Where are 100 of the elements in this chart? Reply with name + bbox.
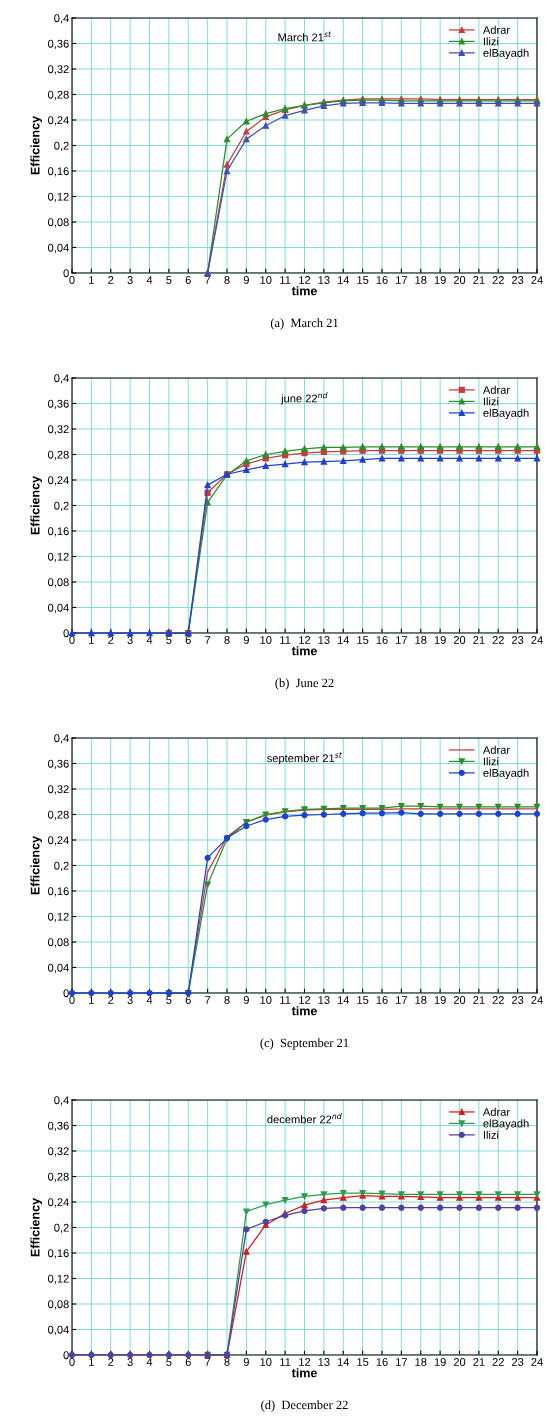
x-tick-label: 12	[299, 636, 311, 644]
y-tick-label: 0,24	[48, 836, 69, 846]
x-axis-title: time	[291, 1368, 317, 1378]
x-tick-label: 17	[396, 1358, 407, 1366]
x-tick-label: 7	[205, 1358, 211, 1366]
x-tick-label: 1	[89, 276, 94, 284]
y-tick-label: 0,12	[48, 552, 69, 562]
text: March 21$^{st}$	[278, 31, 332, 42]
y-tick-label: 0,2	[54, 1223, 69, 1233]
x-tick-label: 5	[166, 1358, 172, 1366]
x-tick-label: 6	[185, 996, 191, 1004]
x-tick-label: 20	[453, 1358, 466, 1366]
x-tick-label: 7	[205, 996, 211, 1004]
x-tick-label: 6	[185, 276, 191, 284]
x-tick-label: 19	[434, 276, 446, 284]
y-tick-label: 0	[63, 629, 69, 638]
x-tick-label: 20	[453, 636, 466, 644]
x-tick-label: 19	[434, 1358, 446, 1366]
x-tick-label: 23	[512, 996, 524, 1004]
x-tick-label: 16	[376, 276, 388, 284]
x-tick-label: 17	[396, 636, 407, 644]
y-tick-label: 0,08	[48, 1300, 69, 1310]
x-tick-label: 13	[318, 636, 330, 644]
x-tick-label: 6	[185, 1358, 191, 1366]
x-tick-label: 13	[318, 1358, 330, 1366]
y-tick-label: 0,2	[54, 861, 69, 871]
y-tick-label: 0,12	[48, 1274, 69, 1284]
x-tick-label: 21	[473, 1358, 485, 1366]
x-axis-title: time	[291, 1006, 317, 1016]
x-tick-label: 15	[357, 1358, 369, 1366]
y-tick-label: 0,36	[48, 1121, 69, 1131]
x-tick-label: 10	[260, 1358, 272, 1366]
x-tick-label: 13	[318, 276, 330, 284]
y-tick-label: 0,4	[54, 374, 69, 384]
x-tick-label: 0	[69, 636, 75, 644]
y-tick-label: 0,08	[48, 578, 69, 588]
x-tick-label: 24	[531, 996, 543, 1004]
x-tick-label: 9	[243, 996, 249, 1004]
y-tick-label: 0,04	[48, 1325, 69, 1335]
y-tick-label: 0	[63, 1351, 69, 1360]
x-tick-label: 8	[224, 636, 230, 644]
y-tick-label: 0,16	[48, 167, 69, 177]
y-axis-title: Efficiency	[30, 1198, 43, 1257]
x-tick-label: 9	[243, 1358, 249, 1366]
x-tick-label: 3	[127, 996, 133, 1004]
x-tick-label: 7	[205, 636, 211, 644]
x-axis-title: time	[291, 286, 317, 296]
y-tick-label: 0,4	[54, 14, 69, 24]
legend-label: elBayadh	[483, 1119, 529, 1130]
x-tick-label: 5	[166, 636, 172, 644]
x-tick-label: 8	[224, 996, 230, 1004]
y-tick-label: 0,32	[48, 785, 69, 795]
x-tick-label: 11	[280, 276, 291, 284]
y-tick-label: 0,16	[48, 527, 69, 537]
x-tick-label: 5	[166, 996, 172, 1004]
y-tick-label: 0,12	[48, 192, 69, 202]
y-tick-label: 0,36	[48, 399, 69, 409]
y-tick-label: 0,28	[48, 810, 69, 820]
y-tick-label: 0,4	[54, 1096, 69, 1106]
text: (c) September 21	[260, 1038, 349, 1050]
y-axis-title: Efficiency	[30, 116, 43, 175]
x-tick-label: 14	[337, 276, 350, 284]
text: (d) December 22	[261, 1400, 348, 1412]
y-tick-label: 0	[63, 989, 69, 998]
x-tick-label: 7	[205, 276, 211, 284]
x-tick-label: 1	[89, 996, 94, 1004]
legend-label: Adrar	[482, 745, 510, 754]
y-tick-label: 0,04	[48, 243, 69, 253]
x-tick-label: 4	[146, 276, 153, 284]
legend-label: elBayadh	[483, 768, 529, 780]
y-tick-label: 0,28	[48, 1172, 69, 1182]
legend-label: elBayadh	[483, 408, 529, 420]
x-tick-label: 14	[337, 636, 350, 644]
x-tick-label: 17	[396, 996, 407, 1004]
x-tick-label: 18	[415, 276, 427, 284]
x-tick-label: 22	[492, 1358, 504, 1366]
x-tick-label: 16	[376, 996, 388, 1004]
x-tick-label: 2	[108, 276, 114, 284]
y-axis-title: Efficiency	[30, 476, 43, 535]
y-tick-label: 0,32	[48, 1147, 69, 1157]
x-tick-label: 22	[492, 996, 504, 1004]
x-tick-label: 20	[453, 276, 466, 284]
x-tick-label: 0	[69, 996, 75, 1004]
x-tick-label: 18	[415, 1358, 427, 1366]
x-tick-label: 4	[146, 996, 153, 1004]
y-tick-label: 0,32	[48, 425, 69, 435]
y-tick-label: 0,36	[48, 39, 69, 49]
y-tick-label: 0,04	[48, 963, 69, 973]
x-tick-label: 8	[224, 276, 230, 284]
x-tick-label: 18	[415, 996, 427, 1004]
x-tick-label: 22	[492, 276, 504, 284]
y-tick-label: 0,2	[54, 501, 69, 511]
y-tick-label: 0	[63, 269, 69, 278]
x-tick-label: 2	[108, 996, 114, 1004]
x-tick-label: 23	[512, 276, 524, 284]
x-tick-label: 19	[434, 636, 446, 644]
x-tick-label: 15	[357, 636, 369, 644]
text: june 22$^{nd}$	[280, 392, 328, 405]
x-tick-label: 2	[108, 1358, 114, 1366]
x-tick-label: 10	[260, 276, 272, 284]
